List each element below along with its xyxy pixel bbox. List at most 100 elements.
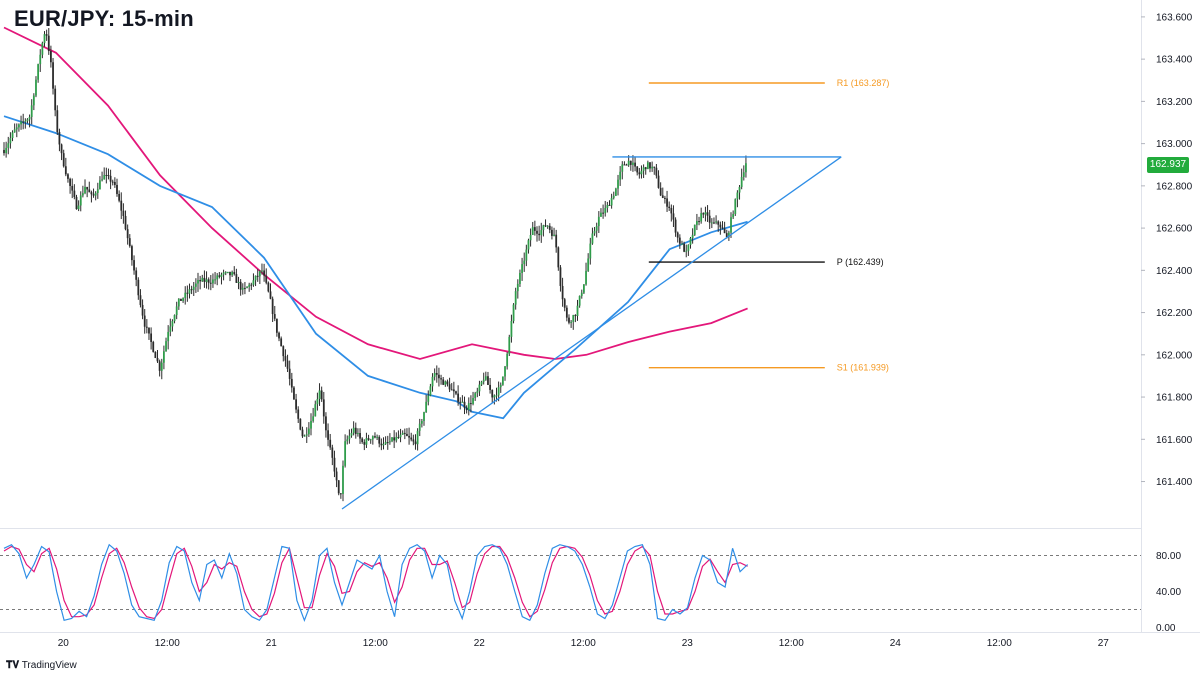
- candle-body: [376, 436, 378, 438]
- candle-body: [593, 230, 596, 234]
- stochastic-tick-label: 0.00: [1156, 623, 1176, 634]
- candle-body: [670, 208, 673, 214]
- tradingview-logo[interactable]: 𝐓𝐕 TradingView: [6, 660, 77, 671]
- candle-body: [399, 434, 402, 438]
- candle-body: [625, 164, 628, 166]
- candle-body: [423, 412, 425, 422]
- candle-body: [75, 196, 78, 210]
- candle-body: [563, 299, 566, 308]
- candle-body: [548, 225, 551, 230]
- candle-body: [175, 306, 178, 316]
- stochastic-pane[interactable]: [0, 543, 1141, 622]
- candle-body: [487, 376, 489, 385]
- price-pane[interactable]: R1 (163.287) P (162.439) S1 (161.939): [3, 26, 889, 510]
- time-axis[interactable]: 20 12:00 21 12:00 22 12:00 23 12:00 24 12:00 27: [58, 638, 1110, 649]
- candle-body: [649, 162, 651, 169]
- stochastic-tick-label: 40.00: [1156, 587, 1181, 598]
- candle-body: [371, 436, 374, 440]
- candle-body: [604, 207, 607, 214]
- candle-body: [717, 221, 720, 225]
- candle-body: [13, 129, 16, 133]
- candle-body: [732, 213, 735, 218]
- candle-body: [214, 279, 216, 281]
- candle-body: [171, 321, 174, 327]
- candle-body: [685, 250, 688, 252]
- candle-body: [478, 384, 481, 392]
- candle-body: [244, 287, 246, 289]
- fast-ma-line: [3, 115, 748, 420]
- candle-body: [316, 399, 319, 405]
- candle-body: [664, 197, 666, 199]
- candle-body: [194, 283, 197, 287]
- candle-body: [290, 378, 293, 388]
- candle-body: [288, 368, 291, 379]
- candle-body: [395, 436, 398, 441]
- candle-body: [572, 315, 575, 322]
- candle-body: [533, 227, 536, 231]
- price-tick-label: 163.600: [1156, 12, 1193, 23]
- candle-body: [143, 315, 146, 327]
- candle-body: [265, 275, 268, 283]
- candle-body: [683, 243, 686, 252]
- candle-body: [612, 195, 615, 198]
- candle-body: [476, 391, 479, 394]
- price-tick-label: 162.800: [1156, 181, 1193, 192]
- candle-body: [493, 395, 496, 398]
- candle-body: [58, 131, 61, 145]
- candle-body: [408, 435, 410, 438]
- candle-body: [158, 361, 161, 371]
- stochastic-d-line: [3, 545, 748, 620]
- candle-body: [103, 174, 106, 180]
- candle-body: [544, 225, 547, 227]
- candle-body: [339, 493, 342, 495]
- candle-body: [710, 222, 713, 224]
- candle-body: [18, 124, 20, 128]
- candle-body: [440, 378, 442, 380]
- candle-body: [459, 401, 462, 403]
- candle-body: [305, 434, 308, 436]
- candle-body: [467, 403, 470, 411]
- candle-body: [231, 272, 234, 276]
- candle-body: [706, 212, 709, 216]
- candle-body: [99, 180, 101, 190]
- candle-body: [124, 215, 127, 230]
- candle-body: [256, 275, 259, 277]
- candle-body: [540, 230, 543, 236]
- candle-body: [501, 376, 504, 385]
- candle-body: [536, 230, 538, 234]
- candle-body: [600, 212, 602, 217]
- candle-body: [429, 386, 432, 396]
- candle-body: [410, 437, 413, 440]
- candle-body: [553, 234, 555, 236]
- candle-body: [216, 275, 219, 280]
- candle-body: [241, 287, 244, 290]
- candle-body: [403, 432, 406, 434]
- candle-body: [527, 240, 530, 250]
- candle-body: [636, 166, 639, 173]
- candle-body: [738, 186, 741, 193]
- candle-body: [9, 137, 12, 144]
- candle-body: [122, 210, 125, 216]
- candle-body: [504, 366, 506, 377]
- level-label: P (162.439): [837, 257, 884, 267]
- candle-body: [574, 315, 577, 317]
- candle-body: [186, 292, 189, 294]
- candle-body: [480, 381, 483, 385]
- candle-body: [39, 54, 42, 65]
- candle-body: [621, 164, 624, 172]
- candle-body: [37, 64, 40, 80]
- candle-body: [163, 351, 165, 363]
- candle-body: [367, 438, 370, 440]
- candle-body: [657, 175, 660, 188]
- candle-body: [297, 409, 300, 419]
- candle-body: [713, 222, 715, 224]
- candle-body: [676, 232, 679, 238]
- price-tick-label: 163.000: [1156, 139, 1193, 150]
- candle-body: [113, 181, 116, 185]
- price-axis[interactable]: 163.600 163.400 163.200 163.000 162.800 162.6…: [1141, 12, 1193, 488]
- candle-body: [333, 457, 336, 472]
- candle-body: [521, 264, 523, 273]
- time-tick-label: 21: [266, 638, 278, 649]
- candle-body: [26, 119, 29, 122]
